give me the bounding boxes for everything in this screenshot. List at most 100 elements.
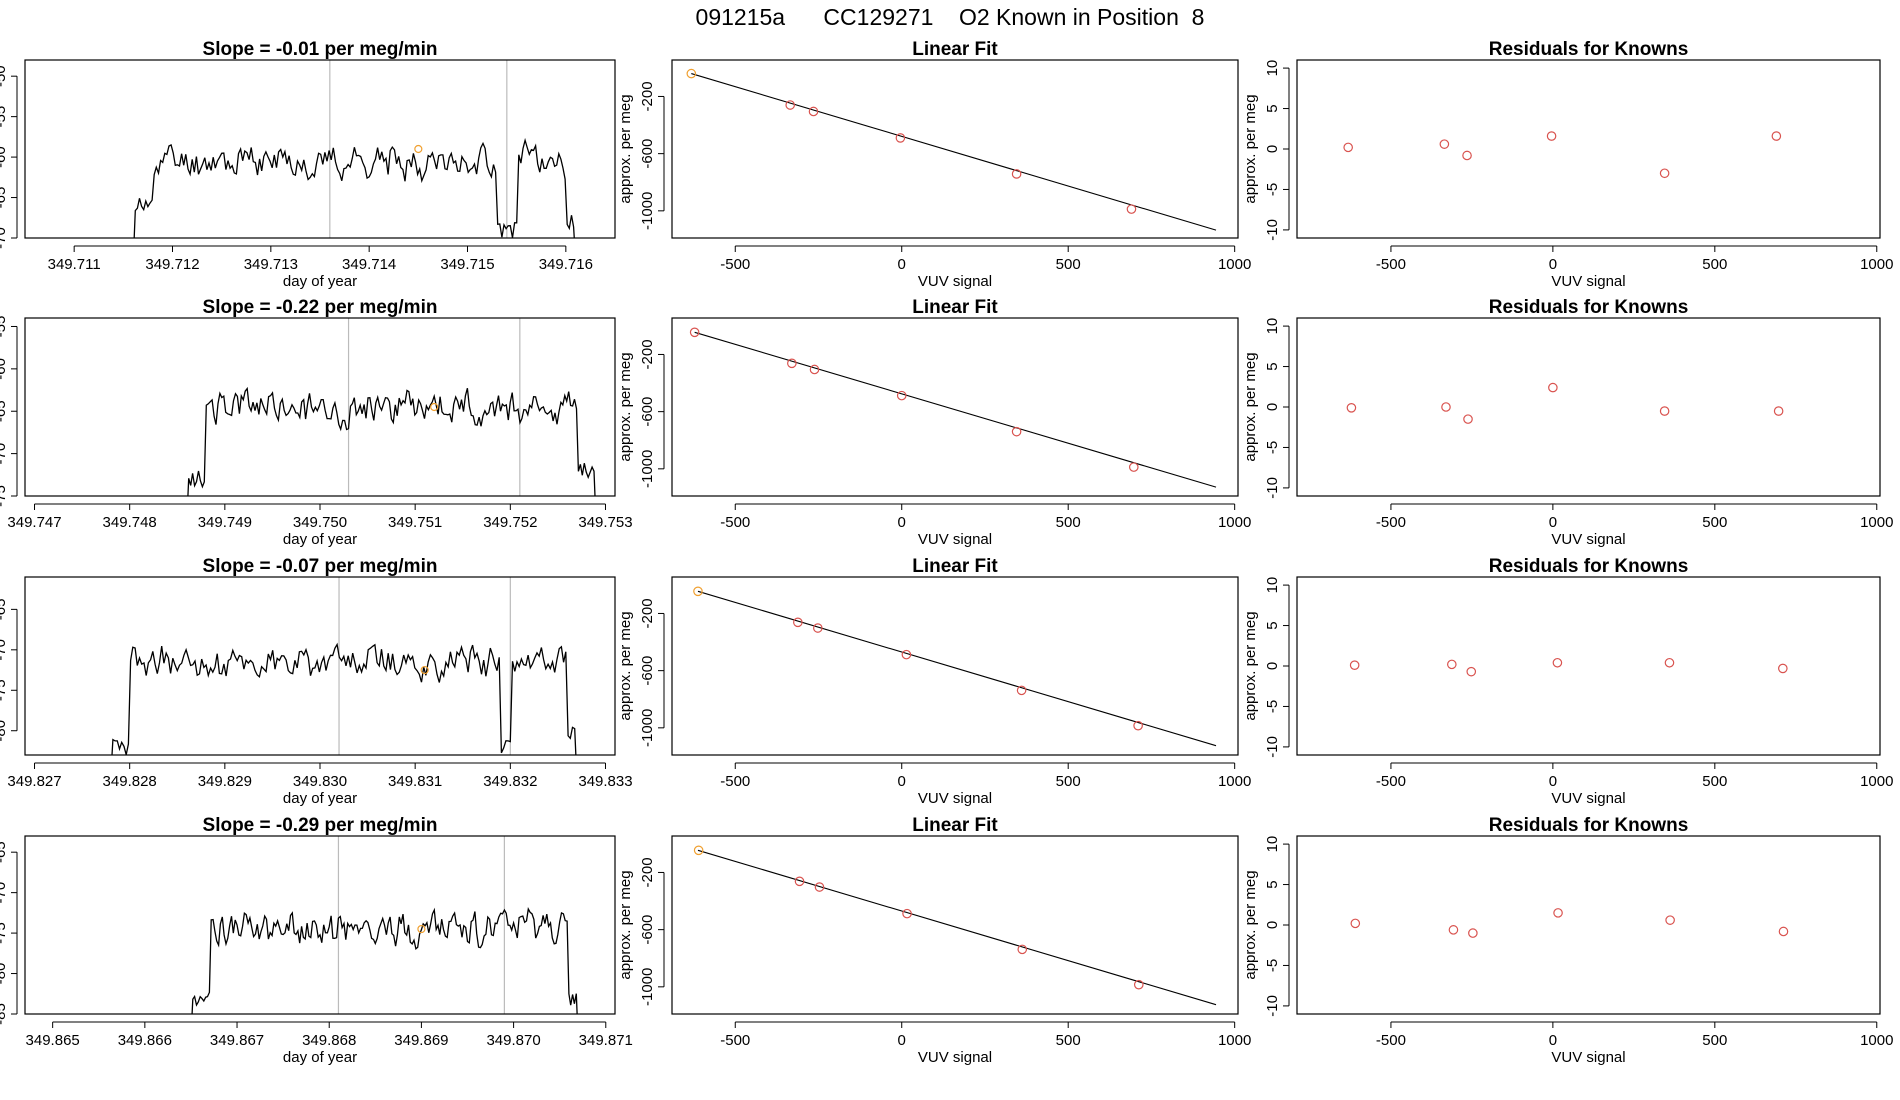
y-tick-label: -200 — [639, 598, 656, 628]
y-tick-label: -5 — [1264, 959, 1281, 972]
x-axis: 349.827 349.828 349.829 349.830 349.831 349.8… — [7, 762, 633, 790]
data-point — [785, 100, 795, 110]
data-point — [1665, 915, 1675, 925]
y-tick-label: -70 — [0, 882, 9, 904]
fit-line — [697, 590, 1217, 747]
data-point — [1011, 169, 1022, 179]
x-tick-label: 0 — [898, 514, 906, 531]
data-point — [686, 68, 697, 79]
data-point — [895, 133, 906, 143]
y-tick-label: -55 — [0, 106, 9, 128]
data-point — [808, 106, 819, 117]
plot-area — [1343, 131, 1782, 179]
y-tick-label: 5 — [1264, 362, 1281, 370]
y-tick-label: 5 — [1264, 880, 1281, 888]
x-axis-label: day of year — [283, 531, 357, 548]
x-tick-label: 349.711 — [48, 256, 101, 273]
plot-area — [191, 836, 578, 1014]
y-axis: -75 -70 -65 -60 -55 — [0, 316, 18, 507]
x-tick-label: -500 — [1376, 773, 1406, 790]
data-point — [793, 617, 803, 628]
panel-frame — [671, 835, 1239, 1015]
panel-frame — [671, 576, 1239, 756]
data-point — [814, 882, 825, 892]
data-point — [1552, 657, 1563, 668]
x-tick-label: 349.712 — [145, 256, 199, 273]
panel-frame — [1296, 59, 1881, 239]
panel-title: Linear Fit — [912, 815, 998, 836]
x-tick-label: 349.752 — [483, 514, 537, 531]
data-point — [1128, 462, 1139, 472]
x-tick-label: 0 — [898, 1032, 906, 1049]
panel-3-1: Linear Fit -500 0 500 1000 VUV signal -1000 -60… — [617, 815, 1251, 1066]
y-axis: -10 -5 0 5 10 — [1264, 836, 1290, 1017]
y-axis-label: approx. per meg — [617, 611, 634, 720]
panel-frame — [24, 835, 616, 1015]
fit-line — [694, 331, 1217, 488]
y-axis: -10 -5 0 5 10 — [1264, 318, 1290, 499]
x-tick-label: 349.869 — [394, 1032, 448, 1049]
panel-title: Slope = -0.22 per meg/min — [203, 297, 438, 318]
y-axis: -1000 -600 -200 — [639, 598, 665, 747]
x-tick-label: 1000 — [1218, 514, 1251, 531]
x-tick-label: 349.871 — [579, 1032, 633, 1049]
data-point — [1771, 131, 1782, 141]
x-tick-label: 500 — [1702, 514, 1727, 531]
series-line — [187, 386, 596, 496]
x-tick-label: 349.868 — [302, 1032, 356, 1049]
y-tick-label: 10 — [1264, 836, 1281, 853]
plot-area — [686, 68, 1217, 231]
panel-0-2: Residuals for Knowns -500 0 500 1000 VUV sign… — [1242, 39, 1893, 290]
data-point — [1441, 402, 1451, 412]
plot-area — [1346, 382, 1784, 424]
fit-line — [697, 849, 1217, 1006]
panel-title: Residuals for Knowns — [1489, 556, 1689, 577]
y-tick-label: -65 — [0, 187, 9, 209]
x-tick-label: 1000 — [1218, 1032, 1251, 1049]
x-axis-label: day of year — [283, 273, 357, 290]
y-tick-label: -10 — [1264, 219, 1281, 241]
x-axis-label: day of year — [283, 790, 357, 807]
data-point — [902, 908, 912, 919]
y-tick-label: -70 — [0, 639, 9, 661]
panel-3-2: Residuals for Knowns -500 0 500 1000 VUV sign… — [1242, 815, 1893, 1066]
data-point — [1778, 926, 1789, 937]
y-tick-label: 5 — [1264, 104, 1281, 112]
data-point — [1017, 944, 1028, 955]
x-axis-label: VUV signal — [1551, 531, 1625, 548]
x-tick-label: 1000 — [1218, 256, 1251, 273]
x-tick-label: -500 — [720, 1032, 750, 1049]
data-point — [901, 649, 912, 660]
x-tick-label: 349.830 — [293, 773, 347, 790]
x-tick-label: -500 — [720, 256, 750, 273]
data-point — [1546, 131, 1557, 141]
y-tick-label: -200 — [639, 81, 656, 111]
y-tick-label: 0 — [1264, 921, 1281, 929]
y-axis-label: approx. per meg — [1242, 352, 1259, 461]
panel-title: Residuals for Knowns — [1489, 815, 1689, 836]
panel-title: Slope = -0.07 per meg/min — [203, 556, 438, 577]
x-tick-label: 349.866 — [118, 1032, 172, 1049]
x-tick-label: 0 — [898, 773, 906, 790]
panel-frame — [24, 576, 616, 756]
x-tick-label: 349.750 — [293, 514, 347, 531]
y-tick-label: -5 — [1264, 700, 1281, 713]
x-tick-label: 349.831 — [388, 773, 442, 790]
y-tick-label: -10 — [1264, 995, 1281, 1017]
y-tick-label: -80 — [0, 720, 9, 742]
x-tick-label: 500 — [1702, 1032, 1727, 1049]
y-tick-label: -75 — [0, 485, 9, 507]
x-tick-label: 349.828 — [103, 773, 157, 790]
x-tick-label: 349.714 — [342, 256, 396, 273]
x-tick-label: 0 — [1549, 514, 1557, 531]
x-tick-label: 0 — [1549, 256, 1557, 273]
y-axis-label: approx. per meg — [617, 352, 634, 461]
x-tick-label: 349.833 — [578, 773, 632, 790]
panel-frame — [671, 317, 1239, 497]
fit-line — [691, 73, 1217, 231]
x-tick-label: 349.747 — [7, 514, 61, 531]
x-axis: -500 0 500 1000 — [1376, 503, 1893, 531]
x-axis: -500 0 500 1000 — [1376, 762, 1893, 790]
x-tick-label: 1000 — [1218, 773, 1251, 790]
